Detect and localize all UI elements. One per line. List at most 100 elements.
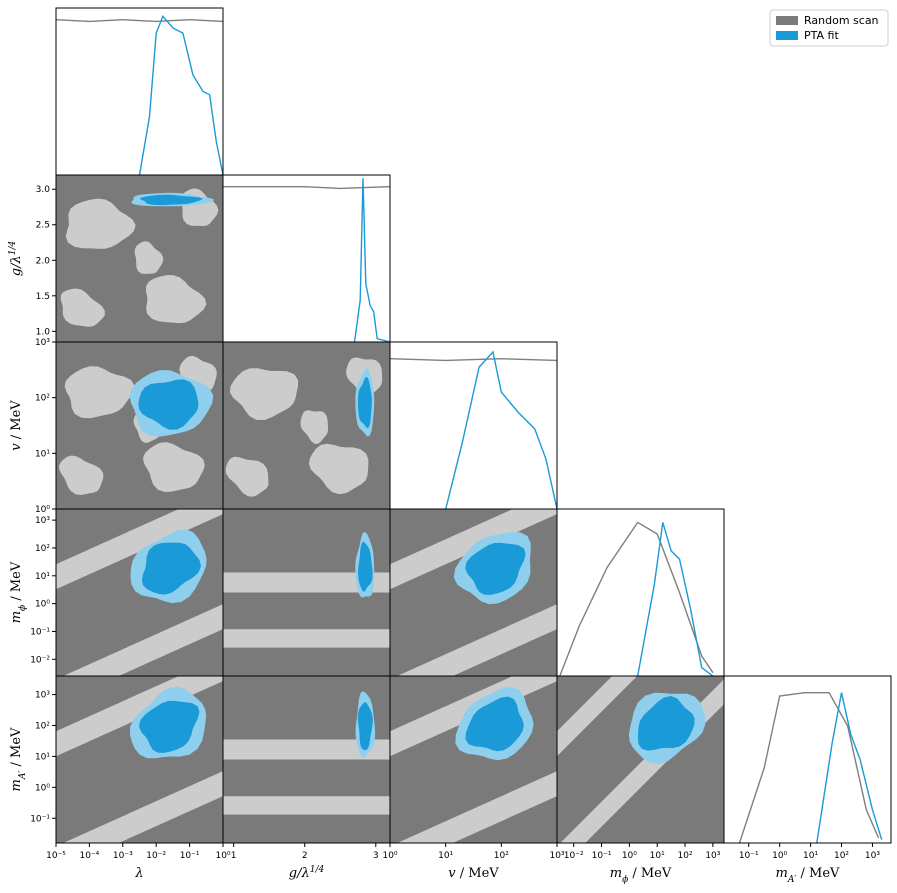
- panel-lambda-g: [56, 175, 223, 342]
- y-axis-label-mphi: mϕ / MeV: [9, 561, 28, 623]
- y-axis-label-mA: mA′ / MeV: [9, 727, 28, 792]
- diagonal-frame-lambda: [55, 7, 224, 176]
- x-tick-label-lambda: 10⁻¹: [180, 851, 200, 861]
- legend-box: [769, 9, 889, 47]
- axis-label-unit: / MeV: [628, 866, 672, 881]
- y-tick-label-v: 10⁰: [35, 505, 50, 515]
- panel-mphi-mA: [557, 676, 724, 843]
- diagonal-frame-mA: [723, 675, 892, 844]
- x-tick-label-g: 3: [373, 851, 379, 861]
- x-tick-label-g: 1: [231, 851, 237, 861]
- axis-label-superscript: 1/4: [310, 865, 325, 875]
- x-tick-label-lambda: 10⁻³: [113, 851, 133, 861]
- x-axis-label-mphi: mϕ / MeV: [610, 866, 672, 885]
- axis-label-subscript: A′: [18, 771, 28, 781]
- y-tick-label-mphi: 10³: [35, 516, 50, 526]
- axis-label-superscript: 1/4: [8, 241, 18, 256]
- random-scan-hole: [225, 456, 269, 497]
- pta-fit-marginal-mA: [816, 692, 883, 843]
- pta-fit-marginal-v: [445, 350, 557, 509]
- x-tick-label-mphi: 10⁰: [622, 851, 637, 861]
- x-tick-label-mphi: 10¹: [650, 851, 665, 861]
- y-tick-label-v: 10¹: [35, 449, 50, 459]
- pta-fit-inner: [358, 541, 373, 592]
- y-tick-label-g: 3.0: [36, 185, 51, 195]
- pta-fit-inner: [465, 696, 524, 752]
- axis-label-unit: / MeV: [796, 866, 840, 881]
- y-tick-label-mphi: 10⁻¹: [30, 627, 50, 637]
- y-tick-label-mA: 10¹: [35, 752, 50, 762]
- pta-fit-inner: [357, 702, 373, 751]
- y-tick-label-g: 2.0: [36, 256, 51, 266]
- random-scan-hole: [300, 410, 329, 444]
- panel-g-mA: [223, 676, 390, 843]
- pta-fit-inner: [465, 542, 526, 595]
- y-tick-label-mphi: 10⁻²: [30, 655, 50, 665]
- y-tick-label-v: 10²: [35, 394, 50, 404]
- random-scan-hole: [229, 368, 299, 420]
- x-tick-label-lambda: 10⁻⁵: [46, 851, 66, 861]
- y-tick-label-mA: 10⁻¹: [30, 814, 50, 824]
- pta-fit-inner: [138, 379, 199, 430]
- random-scan-marginal-lambda: [56, 18, 223, 23]
- x-tick-label-v: 10³: [549, 851, 564, 861]
- x-tick-label-g: 2: [302, 851, 308, 861]
- legend-swatch-1: [776, 31, 798, 40]
- x-axis-label-v: v / MeV: [448, 866, 499, 881]
- y-tick-label-mphi: 10²: [35, 544, 50, 554]
- x-axis-label-mA: mA′ / MeV: [776, 866, 841, 885]
- panel-lambda-mA: [56, 676, 223, 843]
- random-scan-band-inner: [223, 759, 390, 797]
- axis-label-unit: / MeV: [456, 866, 500, 881]
- pta-fit-marginal-mphi: [637, 522, 714, 676]
- random-scan-hole: [65, 198, 136, 249]
- axis-label-unit: / MeV: [9, 400, 24, 444]
- x-tick-label-v: 10⁰: [382, 851, 397, 861]
- panel-g-v: [223, 342, 390, 509]
- legend-label-0: Random scan: [804, 14, 879, 27]
- panel-v-mA: [390, 676, 557, 843]
- random-scan-marginal-mA: [738, 692, 880, 843]
- random-scan-marginal-mphi: [559, 521, 714, 676]
- random-scan-band-inner: [223, 592, 390, 630]
- x-tick-label-mA: 10²: [834, 851, 849, 861]
- pta-fit-inner: [141, 542, 201, 595]
- x-axis-label-g: g/λ1/4: [289, 865, 325, 881]
- x-tick-label-mphi: 10²: [678, 851, 693, 861]
- pta-fit-marginal-g: [353, 178, 390, 342]
- y-axis-label-g: g/λ1/4: [8, 241, 24, 277]
- panel-lambda-v: [56, 342, 223, 509]
- random-scan-marginal-g: [223, 186, 390, 190]
- pta-fit-inner: [357, 376, 372, 428]
- pta-fit-inner: [139, 700, 200, 753]
- random-scan-hole: [60, 288, 105, 327]
- panel-v-mphi: [390, 509, 557, 676]
- legend-swatch-0: [776, 16, 798, 25]
- random-scan-hole: [308, 443, 369, 495]
- x-tick-label-v: 10¹: [438, 851, 453, 861]
- x-tick-label-mA: 10⁻¹: [739, 851, 759, 861]
- y-tick-label-mA: 10³: [35, 691, 50, 701]
- pta-fit-inner: [139, 194, 203, 206]
- x-tick-label-mA: 10¹: [803, 851, 818, 861]
- axis-label-unit: / MeV: [9, 727, 24, 771]
- random-scan-hole: [134, 241, 164, 274]
- random-scan-hole: [64, 366, 135, 419]
- y-tick-label-g: 1.0: [36, 327, 51, 337]
- panel-lambda-mphi: [56, 509, 223, 676]
- x-tick-label-mphi: 10⁻¹: [592, 851, 612, 861]
- y-tick-label-mA: 10⁰: [35, 783, 50, 793]
- x-tick-label-lambda: 10⁰: [215, 851, 230, 861]
- axis-label-unit: / MeV: [9, 561, 24, 605]
- y-tick-label-mphi: 10⁰: [35, 600, 50, 610]
- panel-g-mphi: [223, 509, 390, 676]
- random-scan-marginal-v: [390, 357, 557, 362]
- axis-label-subscript: ϕ: [18, 605, 28, 611]
- y-tick-label-g: 1.5: [36, 292, 50, 302]
- y-tick-label-v: 10³: [35, 338, 50, 348]
- x-axis-label-lambda: λ: [134, 866, 143, 881]
- pta-fit-marginal-lambda: [138, 14, 223, 175]
- pta-fit-inner: [637, 696, 695, 751]
- y-tick-label-mA: 10²: [35, 721, 50, 731]
